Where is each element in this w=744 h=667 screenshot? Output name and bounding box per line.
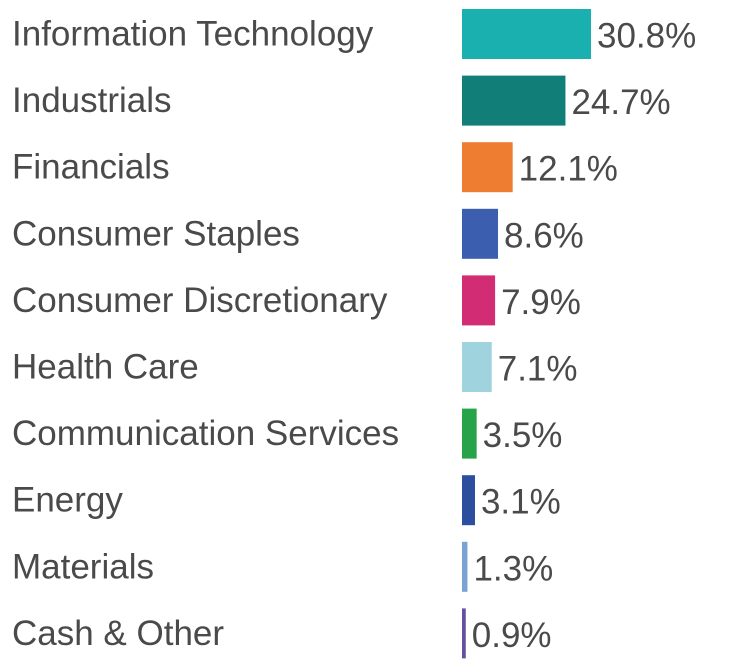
category-label: Industrials <box>12 81 172 120</box>
category-label: Consumer Staples <box>12 214 300 253</box>
value-label: 1.3% <box>473 549 553 588</box>
category-label: Financials <box>12 148 170 187</box>
bar <box>462 475 475 526</box>
category-label: Information Technology <box>12 15 374 54</box>
value-label: 12.1% <box>519 150 618 189</box>
value-label: 8.6% <box>504 216 584 255</box>
category-label: Communication Services <box>12 414 399 453</box>
value-label: 7.9% <box>501 283 581 322</box>
category-label: Consumer Discretionary <box>12 281 388 320</box>
value-label: 24.7% <box>571 83 670 122</box>
category-label: Health Care <box>12 348 199 387</box>
category-label: Materials <box>12 547 154 586</box>
value-label: 0.9% <box>472 616 552 655</box>
bar <box>462 408 477 459</box>
bar <box>462 75 566 126</box>
bar <box>462 541 468 592</box>
value-label: 30.8% <box>597 17 696 56</box>
value-label: 7.1% <box>498 350 578 389</box>
value-label: 3.1% <box>481 483 561 522</box>
bar <box>462 142 513 193</box>
category-label: Energy <box>12 481 123 520</box>
value-label: 3.5% <box>483 416 563 455</box>
bar <box>462 275 496 326</box>
bar <box>462 342 492 392</box>
bar <box>462 608 466 659</box>
bar <box>462 208 499 259</box>
bar <box>462 9 591 59</box>
category-label: Cash & Other <box>12 614 224 653</box>
